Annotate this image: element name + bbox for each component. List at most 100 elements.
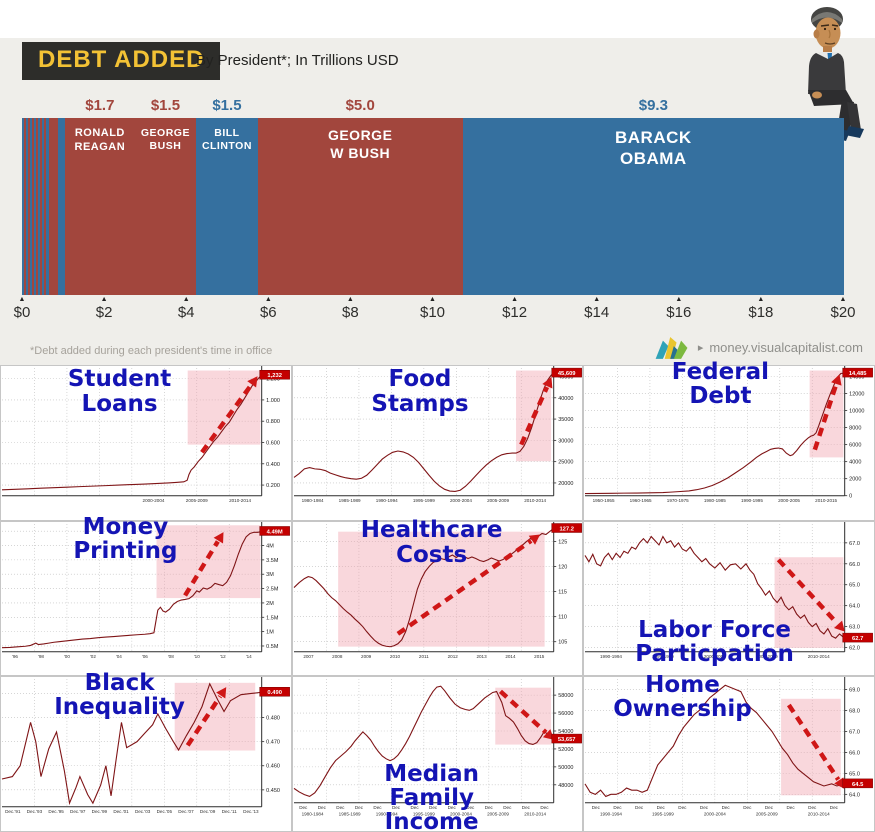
title-badge: DEBT ADDED (22, 42, 221, 80)
svg-text:'98: '98 (38, 654, 44, 659)
svg-text:0.490: 0.490 (267, 691, 281, 697)
svg-text:1,232: 1,232 (267, 373, 281, 379)
svg-text:2010-2014: 2010-2014 (229, 498, 251, 503)
svg-text:120: 120 (558, 564, 567, 570)
svg-text:110: 110 (558, 614, 567, 620)
svg-text:Dec.'13: Dec.'13 (243, 810, 259, 815)
svg-text:'12: '12 (220, 654, 226, 659)
axis-tick-label: $10 (419, 304, 446, 321)
debt-value-label: $1.5 (212, 97, 242, 114)
axis-tick: ▲ $0 (14, 296, 31, 321)
svg-text:30000: 30000 (558, 438, 573, 444)
axis-tick-label: $0 (13, 304, 31, 321)
early-president-stripe (53, 118, 58, 295)
svg-text:48000: 48000 (558, 783, 573, 789)
svg-text:1990-1994: 1990-1994 (600, 654, 622, 659)
svg-text:65.0: 65.0 (850, 772, 861, 778)
svg-text:'04: '04 (116, 654, 122, 659)
svg-text:1950-1955: 1950-1955 (593, 498, 615, 503)
early-president-stripe (38, 118, 40, 295)
svg-text:54000: 54000 (558, 729, 573, 735)
svg-text:1990-1994: 1990-1994 (375, 498, 397, 503)
caret-icon: ▸ (697, 341, 704, 354)
early-president-stripe (28, 118, 30, 295)
labor-force-participation-last-value: 62.7 (842, 632, 874, 643)
black-inequality-last-value: 0.490 (259, 687, 290, 697)
svg-text:Dec: Dec (700, 806, 709, 811)
debt-value-label: $5.0 (345, 97, 375, 114)
svg-text:Dec: Dec (808, 806, 817, 811)
svg-text:4.49M: 4.49M (267, 529, 283, 535)
svg-text:'02: '02 (90, 654, 96, 659)
svg-text:2000-2004: 2000-2004 (704, 654, 726, 659)
svg-text:1.000: 1.000 (266, 398, 280, 404)
debt-value-label: $9.3 (638, 97, 668, 114)
axis-tick-label: $16 (666, 304, 692, 321)
axis-tick: ▲ $6 (260, 296, 277, 321)
svg-text:1M: 1M (266, 629, 274, 635)
svg-text:0.800: 0.800 (266, 419, 280, 425)
svg-text:Dec: Dec (336, 806, 345, 811)
axis-tick-arrow-icon: ▲ (100, 296, 108, 303)
svg-text:1990-1994: 1990-1994 (600, 812, 622, 817)
money-printing-chart: 0.5M1M1.5M2M2.5M3M3.5M4M4.5M'96'98'00'02… (1, 521, 290, 659)
svg-text:2008: 2008 (332, 654, 343, 659)
early-president-stripe (22, 118, 24, 295)
axis-tick-arrow-icon: ▲ (511, 296, 519, 303)
axis-tick: ▲ $20 (830, 296, 855, 321)
svg-text:1995-1999: 1995-1999 (413, 498, 435, 503)
svg-text:45,609: 45,609 (557, 371, 575, 377)
svg-text:Dec: Dec (635, 806, 644, 811)
svg-text:2010-2014: 2010-2014 (808, 654, 830, 659)
svg-text:1.200: 1.200 (266, 377, 280, 383)
early-president-stripe (58, 118, 65, 295)
svg-text:2012: 2012 (447, 654, 458, 659)
svg-text:Dec.'93: Dec.'93 (27, 810, 43, 815)
svg-text:Dec: Dec (355, 806, 364, 811)
svg-text:'00: '00 (64, 654, 70, 659)
svg-text:Dec.'99: Dec.'99 (92, 810, 108, 815)
svg-text:2015: 2015 (534, 654, 545, 659)
early-president-stripe (34, 118, 36, 295)
svg-text:2010-2015: 2010-2015 (816, 498, 838, 503)
svg-text:Dec: Dec (392, 806, 401, 811)
svg-text:45000: 45000 (558, 375, 573, 381)
early-president-stripe (40, 118, 42, 295)
svg-text:'06: '06 (142, 654, 148, 659)
svg-text:Dec: Dec (540, 806, 549, 811)
svg-text:1995-1999: 1995-1999 (652, 654, 674, 659)
federal-debt-last-value: 14,485 (842, 367, 874, 378)
svg-text:1960-1965: 1960-1965 (630, 498, 652, 503)
source-url[interactable]: money.visualcapitalist.com (709, 339, 863, 355)
bar-segment-george-bush: GEORGE BUSH (134, 118, 197, 295)
svg-text:1990-1995: 1990-1995 (741, 498, 763, 503)
svg-text:2010: 2010 (390, 654, 401, 659)
svg-text:1.5M: 1.5M (266, 615, 279, 621)
svg-text:6000: 6000 (850, 443, 862, 449)
svg-text:2000-2004: 2000-2004 (450, 498, 472, 503)
food-stamps-chart: 20000 25000 30000 35000 40000 45000 1980-1984 1… (293, 365, 582, 503)
student-loans-last-value: 1,232 (259, 369, 290, 380)
home-ownership-chart: 64.0 65.0 66.0 67.0 68.0 69.0 Dec Dec Dec Dec Dec D… (584, 677, 874, 817)
svg-text:Dec: Dec (429, 806, 438, 811)
svg-text:1995-1999: 1995-1999 (652, 812, 674, 817)
president-name: GEORGE BUSH (140, 127, 190, 153)
visualcapitalist-logo-icon (655, 337, 688, 359)
axis-tick-arrow-icon: ▲ (264, 296, 272, 303)
federal-debt-chart: 0 2000 4000 6000 8000 10000 12000 14000 1950-195… (585, 365, 874, 503)
svg-text:2000-2004: 2000-2004 (450, 812, 472, 817)
black-inequality-panel: 0.450 0.460 0.470 0.480 0.490 Dec.'91 Dec.'93 D… (0, 671, 292, 832)
svg-text:Dec: Dec (373, 806, 382, 811)
svg-text:1985-1989: 1985-1989 (338, 812, 360, 817)
axis-tick: ▲ $14 (584, 296, 609, 321)
svg-text:0.200: 0.200 (266, 483, 280, 489)
axis-tick-label: $4 (177, 304, 195, 321)
early-president-stripe (24, 118, 26, 295)
axis-tick-arrow-icon: ▲ (346, 296, 354, 303)
axis-tick: ▲ $12 (502, 296, 527, 321)
svg-text:66.0: 66.0 (850, 751, 861, 757)
axis-tick: ▲ $18 (748, 296, 773, 321)
food-stamps-panel: 20000 25000 30000 35000 40000 45000 1980-1984 1… (291, 365, 584, 521)
svg-text:2005-2009: 2005-2009 (756, 654, 778, 659)
axis-tick-arrow-icon: ▲ (593, 296, 601, 303)
